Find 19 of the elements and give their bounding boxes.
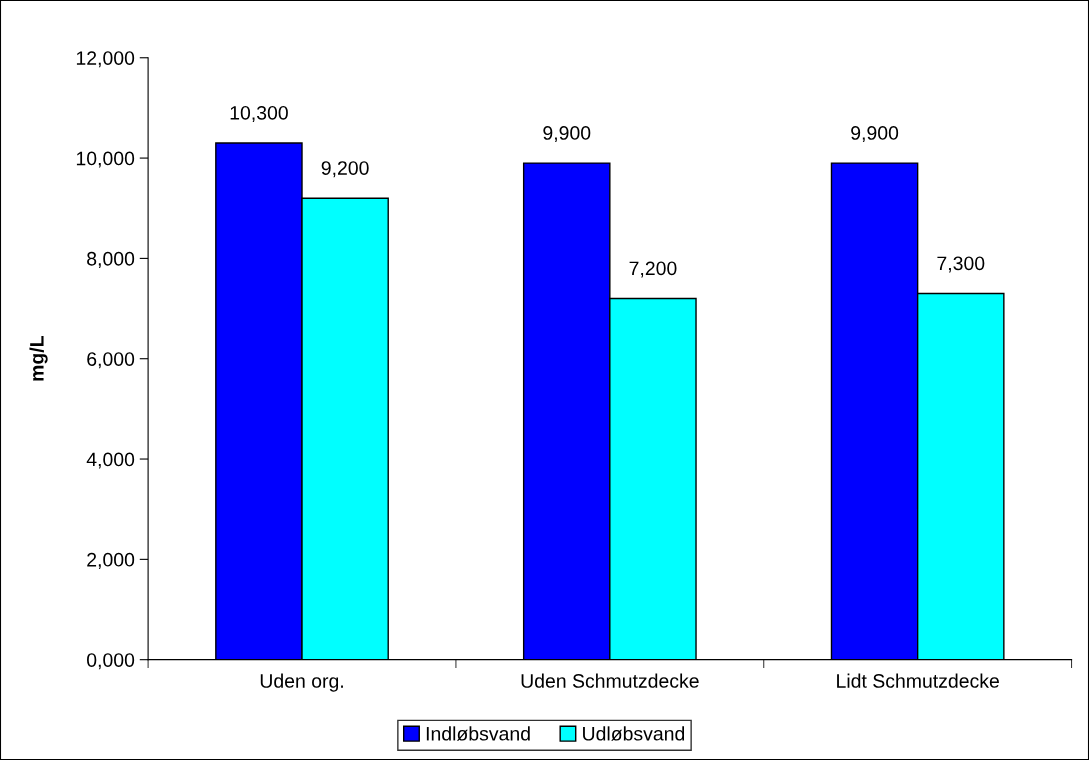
data-label: 9,900 xyxy=(851,126,899,143)
y-tick-label: 0,000 xyxy=(87,653,135,670)
y-tick-label: 10,000 xyxy=(76,151,135,168)
y-tick-label: 4,000 xyxy=(86,452,135,469)
data-label: 7,300 xyxy=(937,256,985,273)
data-label: 7,200 xyxy=(629,261,677,278)
legend-label: Indløbsvand xyxy=(426,726,530,741)
x-tick-label: Lidt Schmutzdecke xyxy=(837,673,999,688)
x-tick-label: Uden Schmutzdecke xyxy=(521,673,699,688)
x-tick-label: Uden org. xyxy=(260,673,343,692)
y-tick-label: 12,000 xyxy=(76,51,135,68)
legend-label: Udløbsvand xyxy=(583,726,685,741)
y-axis-title: mg/L xyxy=(29,336,48,381)
y-tick-label: 8,000 xyxy=(87,251,135,268)
y-tick-label: 6,000 xyxy=(87,352,135,369)
data-label: 9,200 xyxy=(321,161,369,178)
data-label: 9,900 xyxy=(543,126,591,143)
data-label: 10,300 xyxy=(230,105,288,123)
y-tick-label: 2,000 xyxy=(87,552,135,569)
